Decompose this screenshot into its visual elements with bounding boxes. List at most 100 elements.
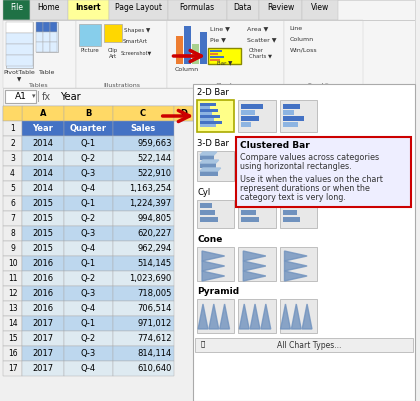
Text: Q-3: Q-3	[81, 349, 96, 358]
Bar	[3, 286, 22, 301]
Bar	[3, 346, 22, 361]
Bar	[200, 217, 218, 222]
Bar	[210, 50, 222, 52]
Text: 2017: 2017	[32, 319, 53, 328]
Text: 10: 10	[8, 259, 17, 268]
Bar	[3, 106, 193, 121]
Bar	[38, 91, 39, 102]
Bar	[200, 203, 212, 208]
Bar	[22, 106, 63, 121]
Bar	[109, 0, 168, 20]
Bar	[3, 271, 22, 286]
Text: Q-3: Q-3	[81, 169, 96, 178]
Polygon shape	[209, 304, 219, 329]
Bar	[22, 256, 63, 271]
Text: Art: Art	[109, 54, 117, 59]
Text: 2017: 2017	[32, 349, 53, 358]
Text: Pie ▼: Pie ▼	[210, 37, 226, 42]
Text: fx: fx	[42, 92, 51, 102]
Text: Q-4: Q-4	[81, 244, 96, 253]
Bar	[200, 171, 218, 176]
Polygon shape	[283, 160, 301, 163]
Polygon shape	[250, 304, 260, 329]
Bar	[236, 137, 411, 207]
Bar	[3, 256, 22, 271]
Bar	[104, 24, 121, 42]
Text: Q-4: Q-4	[81, 184, 96, 193]
Polygon shape	[220, 304, 229, 329]
Bar	[200, 155, 214, 160]
Bar	[3, 331, 22, 346]
Bar	[283, 116, 304, 121]
Bar	[63, 211, 113, 226]
Polygon shape	[202, 251, 225, 261]
Text: 2-D Bar: 2-D Bar	[197, 88, 229, 97]
Polygon shape	[239, 304, 249, 329]
Bar	[226, 0, 259, 20]
Text: 959,663: 959,663	[137, 139, 172, 148]
Bar	[63, 256, 113, 271]
Text: 522,910: 522,910	[137, 169, 172, 178]
Bar	[113, 151, 173, 166]
Bar	[5, 22, 33, 68]
Bar	[197, 200, 234, 228]
Bar	[22, 301, 63, 316]
Polygon shape	[200, 152, 217, 155]
Bar	[22, 286, 63, 301]
Bar	[241, 116, 259, 121]
Bar	[63, 271, 113, 286]
Bar	[22, 166, 63, 181]
Bar	[22, 346, 63, 361]
Bar	[3, 20, 415, 21]
Bar	[113, 211, 173, 226]
Bar	[113, 346, 173, 361]
Polygon shape	[198, 304, 208, 329]
Bar	[63, 301, 113, 316]
Bar	[113, 121, 173, 136]
Text: Compare values across categories: Compare values across categories	[240, 153, 379, 162]
Bar	[63, 316, 113, 331]
Bar	[50, 22, 57, 32]
Text: Cyl: Cyl	[197, 188, 210, 197]
Text: 9: 9	[10, 244, 15, 253]
Polygon shape	[291, 304, 301, 329]
Text: Other
Charts ▼: Other Charts ▼	[249, 48, 272, 59]
Bar	[284, 20, 363, 88]
Bar	[192, 44, 199, 64]
Bar	[22, 181, 63, 196]
Polygon shape	[302, 304, 312, 329]
Text: Q-4: Q-4	[81, 364, 96, 373]
Text: 8: 8	[10, 229, 15, 238]
Text: 3-D Bar: 3-D Bar	[197, 139, 229, 148]
Bar	[5, 44, 33, 55]
Bar	[200, 115, 220, 118]
Text: Tables: Tables	[29, 83, 49, 88]
Text: category text is very long.: category text is very long.	[240, 193, 346, 202]
Bar	[22, 211, 63, 226]
Bar	[168, 0, 226, 20]
Bar	[3, 20, 76, 88]
Text: Cone: Cone	[197, 235, 223, 244]
Bar	[113, 271, 173, 286]
Text: Use it when the values on the chart: Use it when the values on the chart	[240, 175, 383, 184]
Bar	[283, 110, 294, 115]
Bar	[3, 181, 22, 196]
Text: Area ▼: Area ▼	[247, 26, 268, 31]
Bar	[5, 22, 33, 33]
Bar	[283, 104, 300, 109]
Bar	[3, 121, 22, 136]
Polygon shape	[243, 261, 266, 271]
Bar	[113, 166, 173, 181]
Text: 2: 2	[10, 139, 15, 148]
Bar	[22, 136, 63, 151]
Bar	[193, 84, 415, 401]
Bar	[241, 104, 263, 109]
Bar	[200, 210, 215, 215]
Text: Q-2: Q-2	[81, 214, 96, 223]
Text: 17: 17	[8, 364, 17, 373]
Bar	[36, 22, 58, 52]
Text: 610,640: 610,640	[137, 364, 172, 373]
Polygon shape	[261, 304, 271, 329]
Text: Scatter ▼: Scatter ▼	[247, 37, 277, 42]
Bar	[79, 24, 101, 46]
